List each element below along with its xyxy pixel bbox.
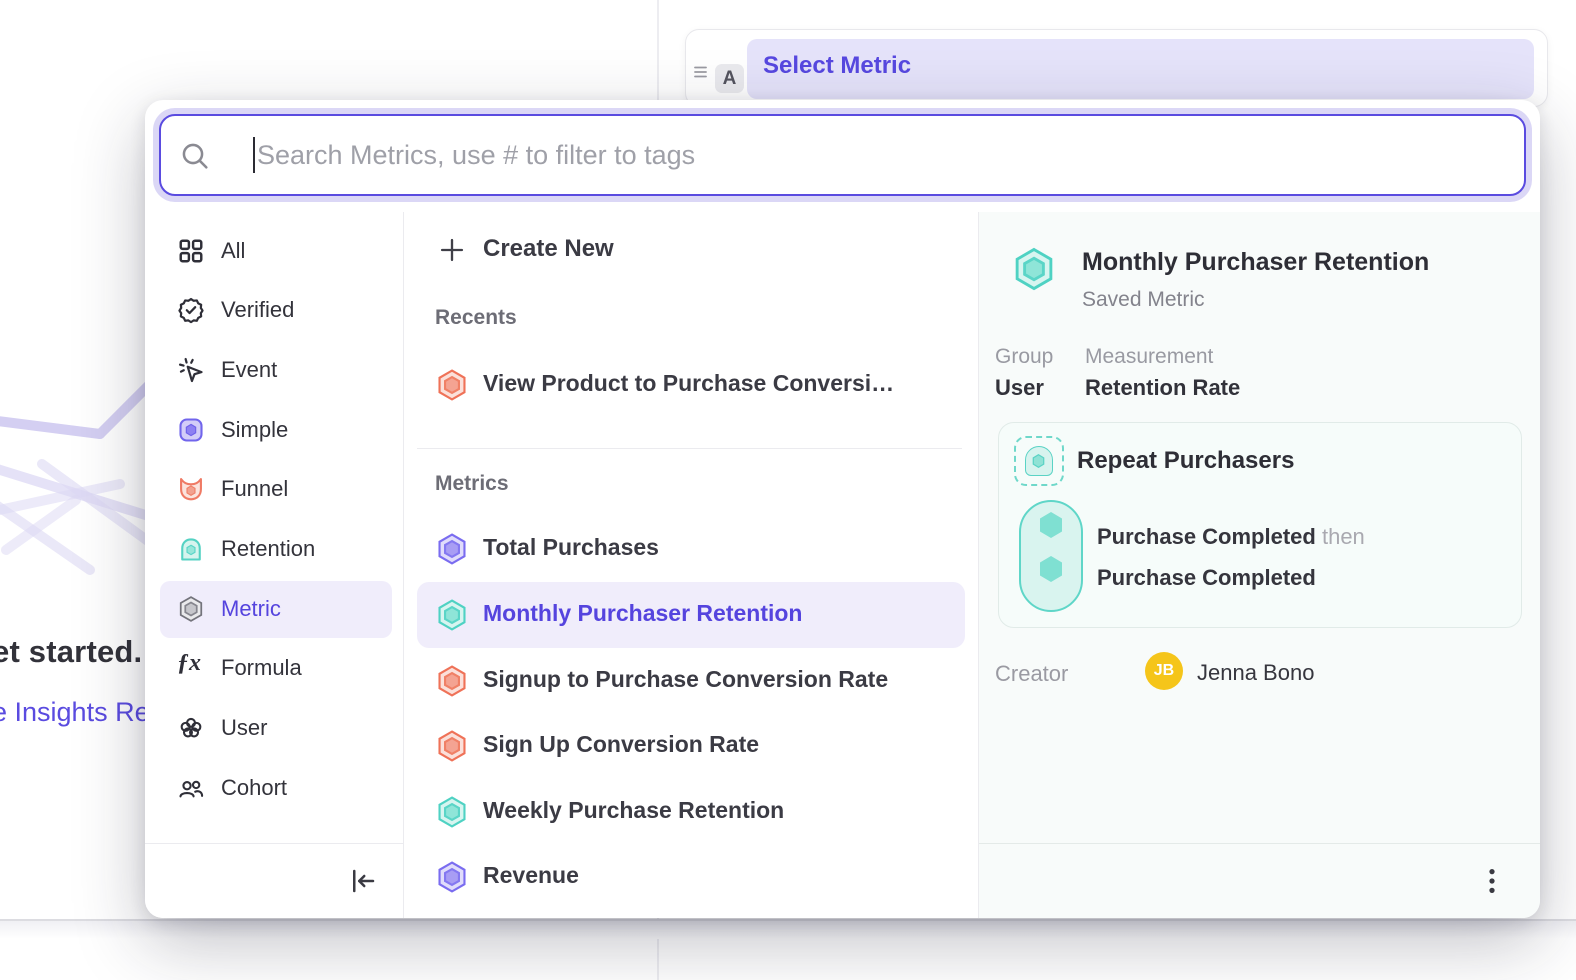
- user-profile-icon: [180, 717, 202, 738]
- metric-hexagon-icon: [438, 369, 466, 401]
- sequence-hexagons: [1040, 512, 1062, 582]
- metrics-section-header: Metrics: [435, 472, 509, 495]
- metric-item-signup-to-purchase[interactable]: Signup to Purchase Conversion Rate: [417, 648, 965, 714]
- metric-hexagon-icon: [438, 599, 466, 631]
- sidebar-item-user[interactable]: User: [160, 700, 392, 757]
- search-icon: [182, 143, 208, 169]
- drag-handle-icon[interactable]: [693, 63, 711, 81]
- metric-item-sign-up-conversion[interactable]: Sign Up Conversion Rate: [417, 713, 965, 779]
- sidebar-item-funnel[interactable]: Funnel: [160, 461, 392, 518]
- formula-icon: ƒx: [177, 650, 201, 676]
- decorative-lines-illustration: [0, 372, 173, 575]
- retention-metric-icon: [181, 538, 201, 561]
- definition-step-2: Purchase Completed: [1097, 565, 1316, 590]
- page-bottom-shadow: [0, 921, 1576, 939]
- funnel-metric-icon: [180, 478, 202, 501]
- simple-metric-icon: [179, 418, 203, 442]
- sidebar-footer: [145, 843, 403, 918]
- metric-definition-card: Repeat Purchasers Purchase Completed the…: [998, 422, 1522, 628]
- event-sequence-pill: [1019, 500, 1083, 612]
- definition-step-1: Purchase Completed then: [1097, 524, 1365, 549]
- select-metric-field[interactable]: Select Metric: [747, 39, 1534, 99]
- definition-name: Repeat Purchasers: [1077, 447, 1295, 474]
- measurement-value: Retention Rate: [1085, 375, 1241, 400]
- sidebar-item-formula[interactable]: ƒx Formula: [177, 650, 302, 680]
- metric-field-card: A Select Metric: [685, 29, 1548, 107]
- saved-metric-icon: [179, 596, 203, 622]
- metric-hexagon-icon: [438, 796, 466, 828]
- recents-section-header: Recents: [435, 306, 517, 329]
- sidebar-item-event[interactable]: Event: [160, 342, 392, 399]
- metric-item-revenue[interactable]: Revenue: [417, 844, 965, 910]
- select-metric-label: Select Metric: [763, 52, 912, 79]
- search-field[interactable]: [159, 114, 1526, 196]
- collapse-left-icon[interactable]: [348, 866, 378, 896]
- list-section-divider: [417, 448, 962, 449]
- metric-hexagon-icon: [1015, 247, 1053, 291]
- group-label: Group: [995, 345, 1054, 368]
- create-new-button[interactable]: Create New: [417, 221, 965, 279]
- metric-item-monthly-purchaser-retention[interactable]: Monthly Purchaser Retention: [417, 582, 965, 648]
- sidebar-item-cohort[interactable]: Cohort: [160, 760, 392, 817]
- detail-subtitle: Saved Metric: [1082, 288, 1205, 311]
- metric-detail-panel: Monthly Purchaser Retention Saved Metric…: [979, 212, 1540, 843]
- page-bottom-rule: [0, 919, 1576, 921]
- kebab-menu-icon[interactable]: [1477, 866, 1507, 896]
- detail-title: Monthly Purchaser Retention: [1082, 248, 1430, 276]
- retention-arch-shape: [1025, 446, 1053, 476]
- grid-icon: [179, 239, 203, 263]
- search-input[interactable]: [257, 116, 1497, 194]
- sidebar-list-divider: [403, 212, 404, 918]
- metric-item-total-purchases[interactable]: Total Purchases: [417, 516, 965, 582]
- metric-picker-modal: All Verified Event Sim: [145, 100, 1540, 918]
- retention-definition-icon: [1014, 436, 1064, 486]
- sidebar-item-verified[interactable]: Verified: [160, 282, 392, 339]
- measurement-label: Measurement: [1085, 345, 1214, 368]
- list-detail-divider: [978, 212, 979, 918]
- sequence-connector: then: [1321, 524, 1365, 549]
- metric-hexagon-icon: [438, 533, 466, 565]
- creator-label: Creator: [995, 661, 1069, 686]
- sidebar-item-retention[interactable]: Retention: [160, 521, 392, 578]
- creator-name: Jenna Bono: [1197, 660, 1315, 685]
- series-letter-badge: A: [715, 64, 744, 93]
- verified-badge-icon: [178, 297, 204, 324]
- sidebar-item-metric[interactable]: Metric: [160, 581, 392, 638]
- metric-hexagon-icon: [438, 730, 466, 762]
- event-cursor-icon: [178, 357, 203, 383]
- metric-item-weekly-purchase-retention[interactable]: Weekly Purchase Retention: [417, 779, 965, 845]
- text-cursor: [253, 137, 255, 173]
- plus-icon: [440, 238, 464, 262]
- background-headline-fragment: et started.: [0, 634, 143, 669]
- group-value: User: [995, 375, 1044, 400]
- hexagon-glyph: [1032, 454, 1045, 468]
- metric-hexagon-icon: [438, 665, 466, 697]
- sidebar-item-all[interactable]: All: [160, 223, 392, 280]
- recent-metric-item[interactable]: View Product to Purchase Conversi…: [417, 352, 965, 418]
- cohort-icon: [179, 780, 204, 798]
- background-link-fragment[interactable]: e Insights Re: [0, 697, 150, 727]
- sidebar-item-simple[interactable]: Simple: [160, 402, 392, 459]
- detail-footer: [979, 843, 1540, 918]
- metric-hexagon-icon: [438, 861, 466, 893]
- creator-avatar: JB: [1145, 652, 1183, 690]
